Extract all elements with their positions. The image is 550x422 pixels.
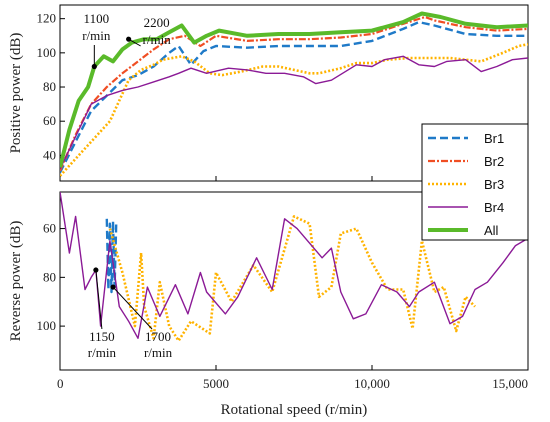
legend: Br1 Br2 Br3 Br4 All xyxy=(421,123,529,241)
annotation-unit: r/min xyxy=(143,32,172,47)
annotation-value: 1150 xyxy=(89,329,115,344)
y-tick-label: 80 xyxy=(43,269,56,284)
x-axis-ticks: 0 5000 10,000 15,000 xyxy=(57,176,529,391)
series-line-br1-positive xyxy=(60,20,528,174)
x-tick-label: 15,000 xyxy=(492,376,528,391)
y-tick-label: 80 xyxy=(43,79,56,94)
positive-power-panel: 40 60 80 100 120 1100 r/min 2200 r/min Positive… xyxy=(8,4,529,182)
y-tick-label: 40 xyxy=(43,147,56,162)
legend-label-br4: Br4 xyxy=(484,200,504,215)
series-line-br2-positive xyxy=(60,15,528,172)
reverse-plot-frame xyxy=(59,191,529,371)
annotation-unit: r/min xyxy=(88,345,117,360)
positive-plot-frame xyxy=(59,4,529,182)
legend-box xyxy=(421,123,529,241)
y-tick-label: 100 xyxy=(37,45,57,60)
positive-y-ticks: 40 60 80 100 120 xyxy=(37,11,65,162)
positive-y-axis-title: Positive power (dB) xyxy=(8,33,24,154)
x-axis-title: Rotational speed (r/min) xyxy=(221,402,368,418)
x-tick-label: 10,000 xyxy=(354,376,390,391)
series-line-br4-positive xyxy=(60,55,528,170)
annotation-value: 2200 xyxy=(144,15,170,30)
legend-label-br3: Br3 xyxy=(484,177,504,192)
legend-label-all: All xyxy=(484,223,499,238)
x-tick-label: 0 xyxy=(57,376,64,391)
y-tick-label: 60 xyxy=(43,113,56,128)
annotation-unit: r/min xyxy=(144,345,173,360)
series-line-all-positive xyxy=(60,11,528,168)
legend-label-br2: Br2 xyxy=(484,154,504,169)
annotation-leader-line xyxy=(112,286,153,330)
legend-label-br1: Br1 xyxy=(484,131,504,146)
annotation-value: 1100 xyxy=(84,11,110,26)
series-line-br3-reverse xyxy=(108,215,476,342)
positive-annotations: 1100 r/min 2200 r/min xyxy=(82,11,172,70)
positive-series-group xyxy=(60,11,528,177)
y-tick-label: 60 xyxy=(43,221,56,236)
y-tick-label: 100 xyxy=(37,318,57,333)
series-line-br4-reverse xyxy=(60,192,528,339)
annotation-unit: r/min xyxy=(82,28,111,43)
y-tick-label: 120 xyxy=(37,11,57,26)
reverse-y-ticks: 60 80 100 xyxy=(37,221,65,333)
x-tick-label: 5000 xyxy=(203,376,229,391)
reverse-y-axis-title: Reverse power (dB) xyxy=(8,221,24,342)
annotation-leader-line xyxy=(128,38,141,47)
annotation-leader-line xyxy=(95,269,103,330)
series-line-br3-positive xyxy=(60,43,528,177)
annotation-value: 1700 xyxy=(145,329,171,344)
